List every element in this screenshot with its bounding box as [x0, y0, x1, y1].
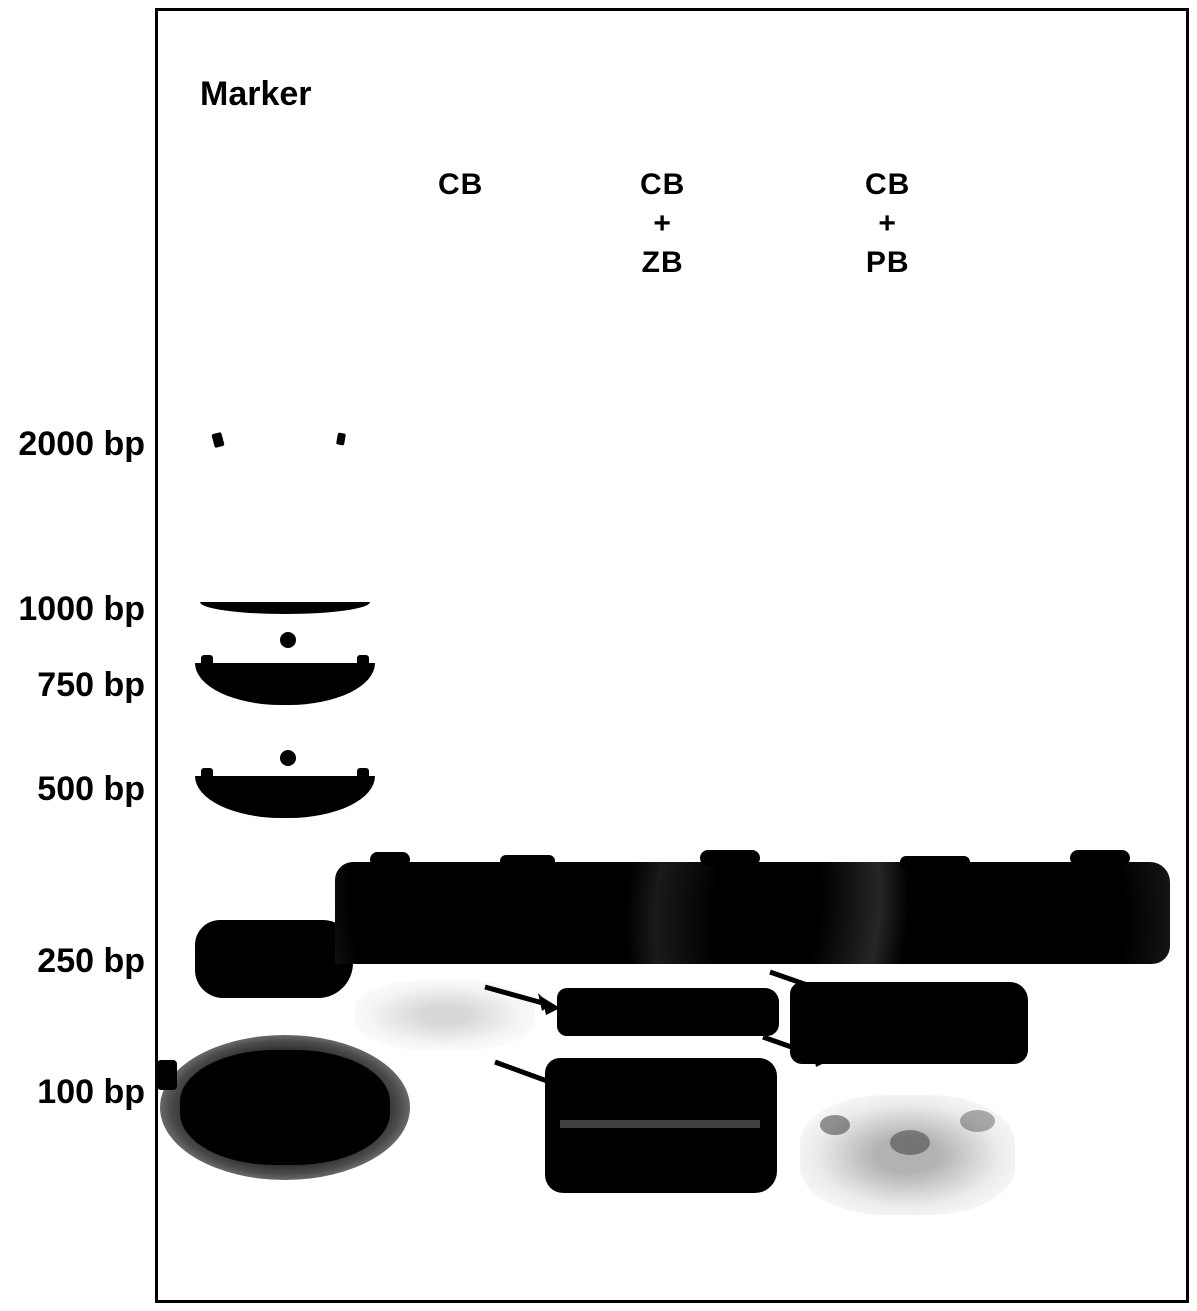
size-label-100bp: 100 bp: [37, 1073, 145, 1112]
sample-band-main-top-noise4: [900, 856, 970, 868]
sample-band-main-top-noise: [370, 852, 410, 867]
marker-title: Marker: [200, 75, 312, 114]
size-label-500bp: 500 bp: [37, 770, 145, 809]
lane-label-cb: CB: [438, 165, 483, 204]
sample-band-main-top-noise5: [1070, 850, 1130, 866]
sample-band-main: [335, 862, 1170, 964]
sample-band-pb-faint-specks: [820, 1115, 850, 1135]
sample-band-zb-mid: [557, 988, 779, 1036]
arrow-pb-low: [758, 1025, 848, 1075]
marker-band-250: [195, 920, 353, 998]
arrow-pb-mid: [765, 960, 855, 1010]
marker-band-100-core: [180, 1050, 390, 1165]
sample-band-zb-low-gap: [560, 1120, 760, 1128]
size-label-1000bp: 1000 bp: [18, 590, 145, 629]
size-label-2000bp: 2000 bp: [18, 425, 145, 464]
arrow-zb-low: [490, 1050, 590, 1105]
sample-band-pb-faint-specks2: [890, 1130, 930, 1155]
arrow-zb-mid: [480, 975, 580, 1025]
lane-label-cb-zb: CB + ZB: [640, 165, 685, 282]
marker-band-750-dot: [280, 750, 296, 766]
marker-band-750: [195, 655, 375, 713]
size-label-250bp: 250 bp: [37, 942, 145, 981]
lane-label-cb-pb: CB + PB: [865, 165, 910, 282]
marker-band-1000-dot: [280, 632, 296, 648]
sample-band-pb-faint-specks3: [960, 1110, 995, 1132]
sample-band-main-top-noise3: [700, 850, 760, 866]
edge-tick: [157, 1060, 177, 1090]
marker-band-500: [195, 768, 375, 826]
sample-band-main-top-noise2: [500, 855, 555, 867]
size-label-750bp: 750 bp: [37, 666, 145, 705]
